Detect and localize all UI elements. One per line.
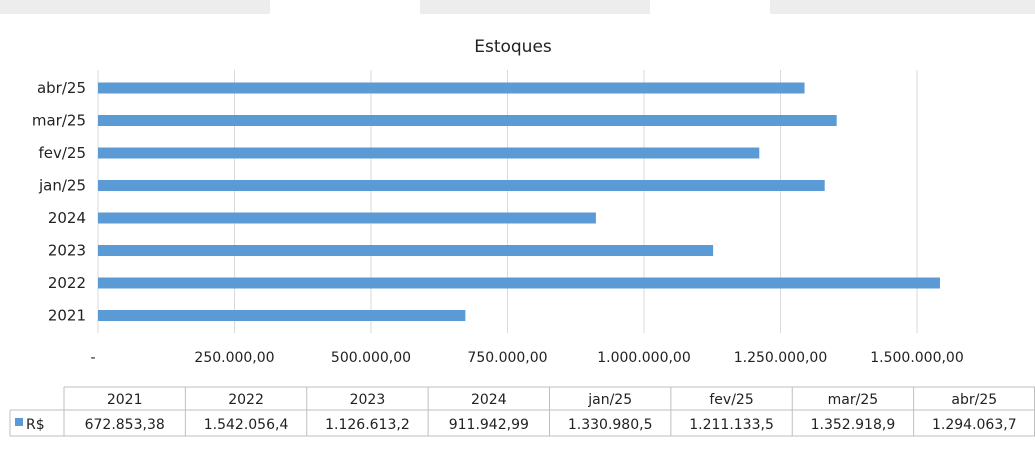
data-table: 2021 672.853,38 2022 1.542.056,4 2023 1.126.6… [9,386,1035,437]
table-cell-4: 1.330.980,5 [568,417,653,433]
table-cell-0: 672.853,38 [85,417,165,433]
category-label-1: 2022 [48,274,86,292]
bar-0 [98,310,466,321]
legend-key-swatch [15,418,23,426]
table-header-3: 2024 [471,392,507,408]
bar-4 [98,180,825,191]
chart-title: Estoques [474,37,552,57]
category-label-0: 2021 [48,307,86,325]
value-tick-label-5: 1.250.000,00 [734,350,828,366]
bar-5 [98,147,760,159]
category-label-7: abr/25 [37,79,86,97]
table-header-6: mar/25 [828,392,879,408]
table-cell-7: 1.294.063,7 [932,417,1017,433]
table-cell-2: 1.126.613,2 [325,417,410,433]
background-shape-left [0,0,270,14]
bar-1 [98,277,940,289]
background-shape-right [770,0,1035,14]
table-header-4: jan/25 [587,392,632,408]
value-tick-label-1: 250.000,00 [194,350,274,366]
value-axis-labels: - 250.000,00 500.000,00 750.000,00 1.000.000… [90,350,963,366]
table-cell-5: 1.211.133,5 [689,417,774,433]
table-cell-1: 1.542.056,4 [204,417,289,433]
value-tick-label-2: 500.000,00 [331,350,411,366]
grid-layer [97,70,918,333]
category-labels: 2021 2022 2023 2024 jan/25 fev/25 mar/25 abr/25 [32,79,86,325]
table-header-7: abr/25 [951,392,997,408]
table-header-2: 2023 [350,392,386,408]
category-label-2: 2023 [48,242,86,260]
bar-6 [98,115,837,126]
table-header-1: 2022 [228,392,264,408]
category-label-4: jan/25 [38,177,86,195]
table-cell-3: 911.942,99 [449,417,529,433]
bar-3 [98,212,596,224]
background-shape-center [420,0,650,14]
legend-label: R$ [26,417,45,433]
value-tick-label-6: 1.500.000,00 [870,350,964,366]
bars-layer [98,82,940,321]
bar-7 [98,82,805,94]
category-label-5: fev/25 [38,144,86,162]
value-tick-label-4: 1.000.000,00 [597,350,691,366]
table-header-5: fev/25 [709,392,753,408]
category-label-6: mar/25 [32,112,86,130]
category-label-3: 2024 [48,209,86,227]
table-header-0: 2021 [107,392,143,408]
value-tick-label-3: 750.000,00 [467,350,547,366]
bar-2 [98,245,714,256]
table-cell-6: 1.352.918,9 [811,417,896,433]
value-tick-label-0: - [90,350,95,366]
